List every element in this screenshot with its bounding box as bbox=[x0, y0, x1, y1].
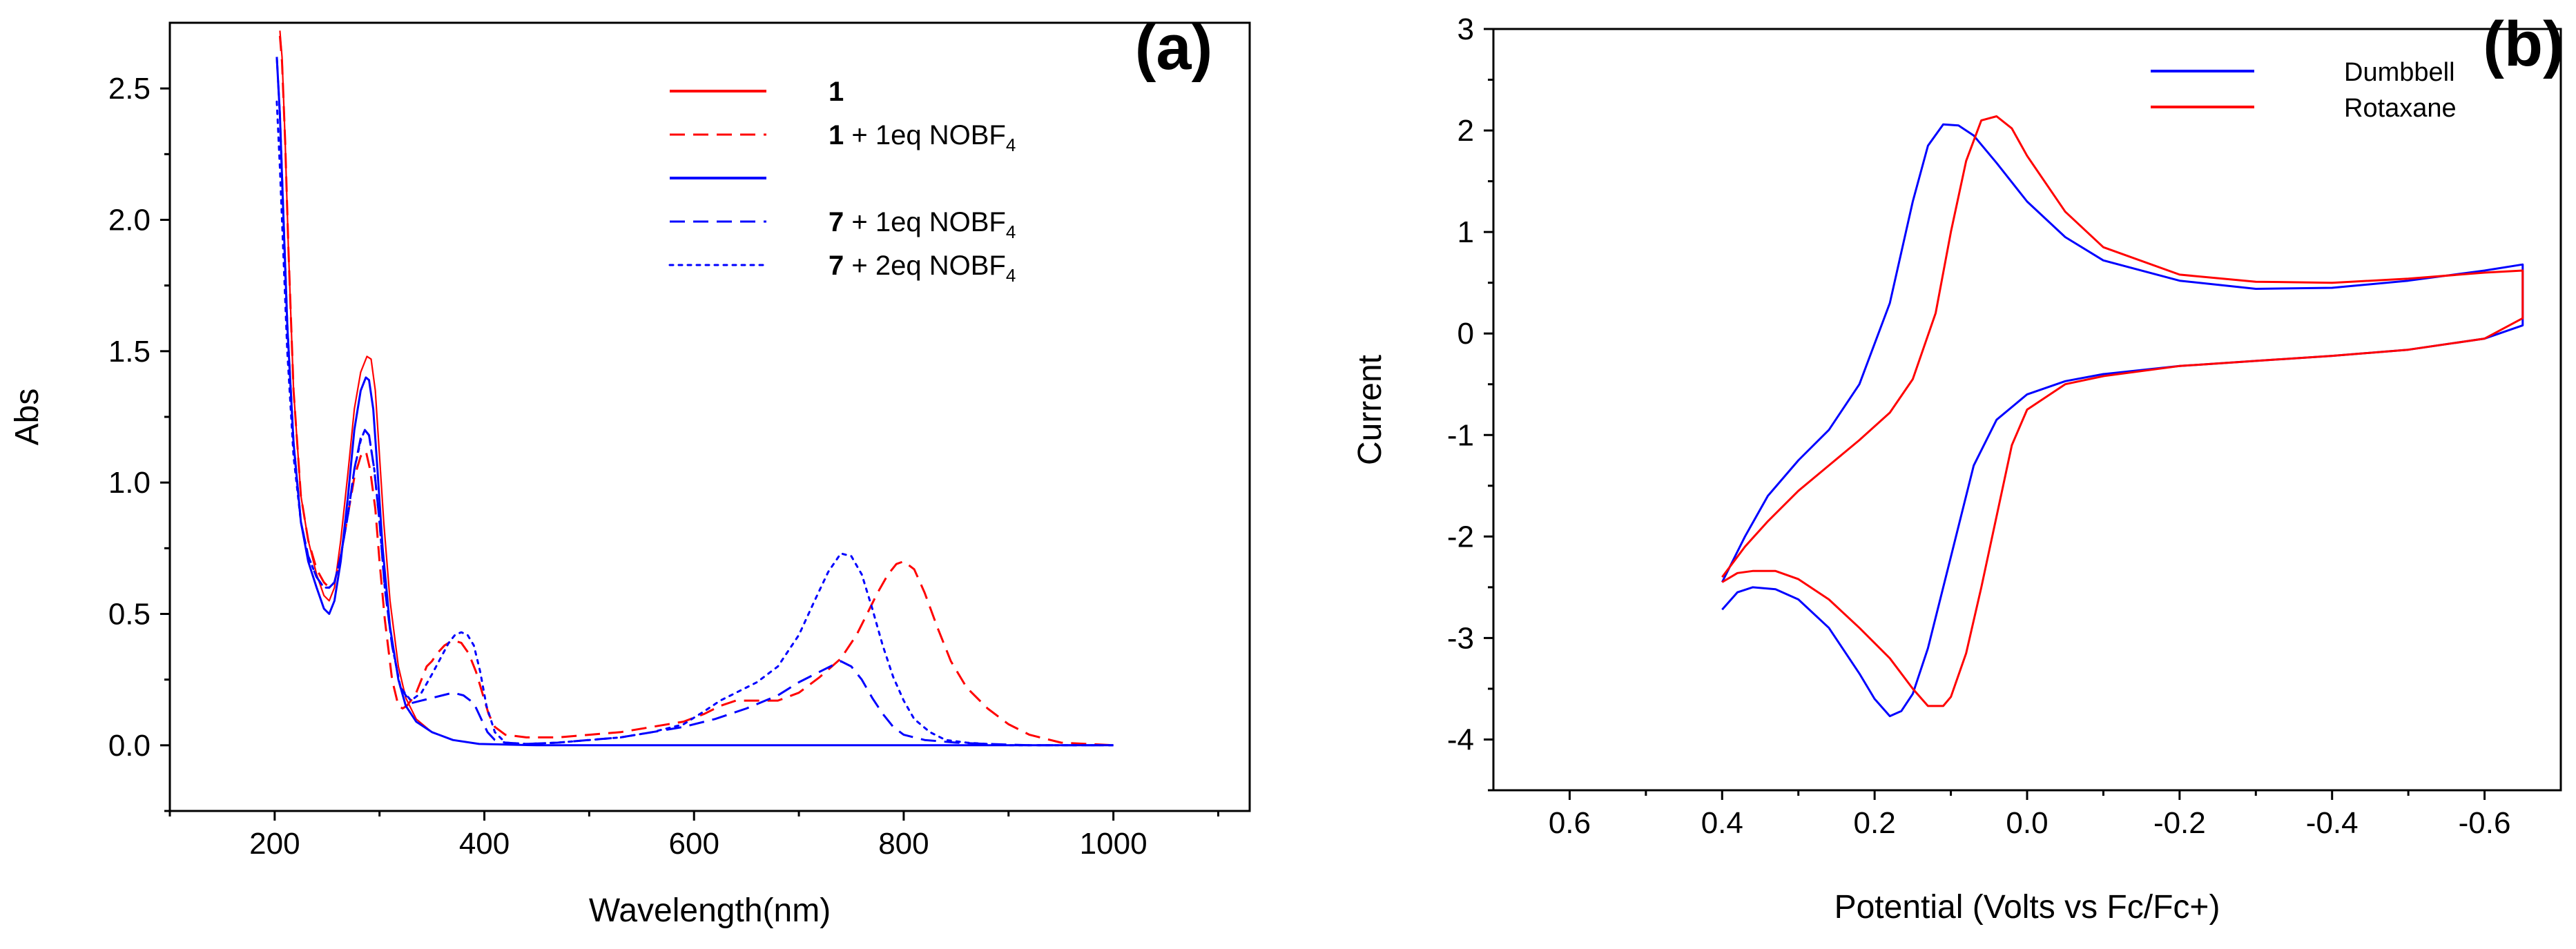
x-tick-label: 400 bbox=[459, 827, 510, 861]
y-tick-label: -3 bbox=[1447, 621, 1474, 655]
series-line-b-1 bbox=[1721, 115, 2524, 707]
legend-label-text: + 1eq NOBF bbox=[844, 120, 1006, 150]
legend-label-text: + 1eq NOBF bbox=[844, 207, 1006, 237]
x-tick-label: 0.2 bbox=[1854, 806, 1896, 840]
panel-b-axis-ticks: 0.6 0.4 0.2 0.0 -0.2 -0.4 -0.6 -4 -3 -2 -1 0 1 2 3 bbox=[1447, 12, 2511, 840]
x-tick-label: 1000 bbox=[1080, 827, 1147, 861]
panel-a-label: (a) bbox=[1135, 12, 1212, 83]
legend-label-subscript: 4 bbox=[1006, 222, 1016, 242]
panel-b-series bbox=[1721, 115, 2524, 718]
x-tick-label: 0.0 bbox=[2006, 806, 2048, 840]
panel-b-label: (b) bbox=[2483, 9, 2564, 79]
y-tick-label: 2 bbox=[1458, 114, 1474, 148]
y-tick-label: 3 bbox=[1458, 12, 1474, 46]
legend-label: 1 bbox=[829, 77, 844, 107]
legend-label-bold: 1 bbox=[829, 77, 844, 107]
series-line-b-0 bbox=[1721, 123, 2524, 718]
x-tick-label: 200 bbox=[249, 827, 300, 861]
y-tick-label: 1 bbox=[1458, 215, 1474, 249]
legend-label: Dumbbell bbox=[2344, 58, 2455, 87]
x-tick-label: 0.4 bbox=[1701, 806, 1743, 840]
legend-label-bold: 1 bbox=[829, 120, 844, 150]
y-tick-label: 2.5 bbox=[108, 72, 151, 106]
panel-a-x-axis-label: Wavelength(nm) bbox=[589, 892, 831, 929]
panel-b-x-axis-label: Potential (Volts vs Fc/Fc+) bbox=[1834, 889, 2220, 926]
panel-b-cyclic-voltammetry-chart: 0.6 0.4 0.2 0.0 -0.2 -0.4 -0.6 -4 -3 -2 -1 0 1 2 3 Pot… bbox=[1352, 9, 2564, 926]
panel-a-series bbox=[275, 30, 1115, 747]
x-tick-label: 800 bbox=[878, 827, 929, 861]
y-tick-label: 1.0 bbox=[108, 466, 151, 500]
legend-label: 1 + 1eq NOBF4 bbox=[829, 120, 1016, 155]
panel-a-uv-vis-chart: 200 400 600 800 1000 0.0 0.5 1.0 1.5 2.0 2.5 Wavel… bbox=[9, 12, 1251, 929]
x-tick-label: -0.4 bbox=[2306, 806, 2359, 840]
panel-a-axis-ticks: 200 400 600 800 1000 0.0 0.5 1.0 1.5 2.0 2.5 bbox=[108, 72, 1219, 861]
y-tick-label: 0 bbox=[1458, 317, 1474, 351]
panel-b-legend: Dumbbell Rotaxane bbox=[2151, 58, 2457, 123]
legend-label-subscript: 4 bbox=[1006, 265, 1016, 286]
panel-b-y-axis-label: Current bbox=[1352, 355, 1388, 465]
y-tick-label: 1.5 bbox=[108, 335, 151, 369]
y-tick-label: 0.5 bbox=[108, 598, 151, 632]
y-tick-label: 0.0 bbox=[108, 729, 151, 763]
x-tick-label: 600 bbox=[669, 827, 719, 861]
x-tick-label: 0.6 bbox=[1549, 806, 1591, 840]
x-tick-label: -0.2 bbox=[2153, 806, 2206, 840]
legend-label: 7 + 1eq NOBF4 bbox=[829, 207, 1016, 242]
legend-label-subscript: 4 bbox=[1006, 135, 1016, 155]
series-line-a-4 bbox=[275, 100, 1115, 747]
legend-label-bold: 7 bbox=[829, 207, 844, 237]
legend-label: Rotaxane bbox=[2344, 94, 2457, 123]
legend-label-text: + 2eq NOBF bbox=[844, 251, 1006, 281]
legend-label-bold: 7 bbox=[829, 251, 844, 281]
y-tick-label: 2.0 bbox=[108, 204, 151, 237]
y-tick-label: -2 bbox=[1447, 520, 1474, 554]
series-line-a-1 bbox=[278, 35, 1114, 747]
panel-a-y-axis-label: Abs bbox=[9, 389, 46, 446]
y-tick-label: -4 bbox=[1447, 723, 1474, 756]
y-tick-label: -1 bbox=[1447, 418, 1474, 452]
legend-label: 7 + 2eq NOBF4 bbox=[829, 251, 1016, 286]
series-line-a-3 bbox=[275, 57, 1114, 747]
x-tick-label: -0.6 bbox=[2459, 806, 2511, 840]
